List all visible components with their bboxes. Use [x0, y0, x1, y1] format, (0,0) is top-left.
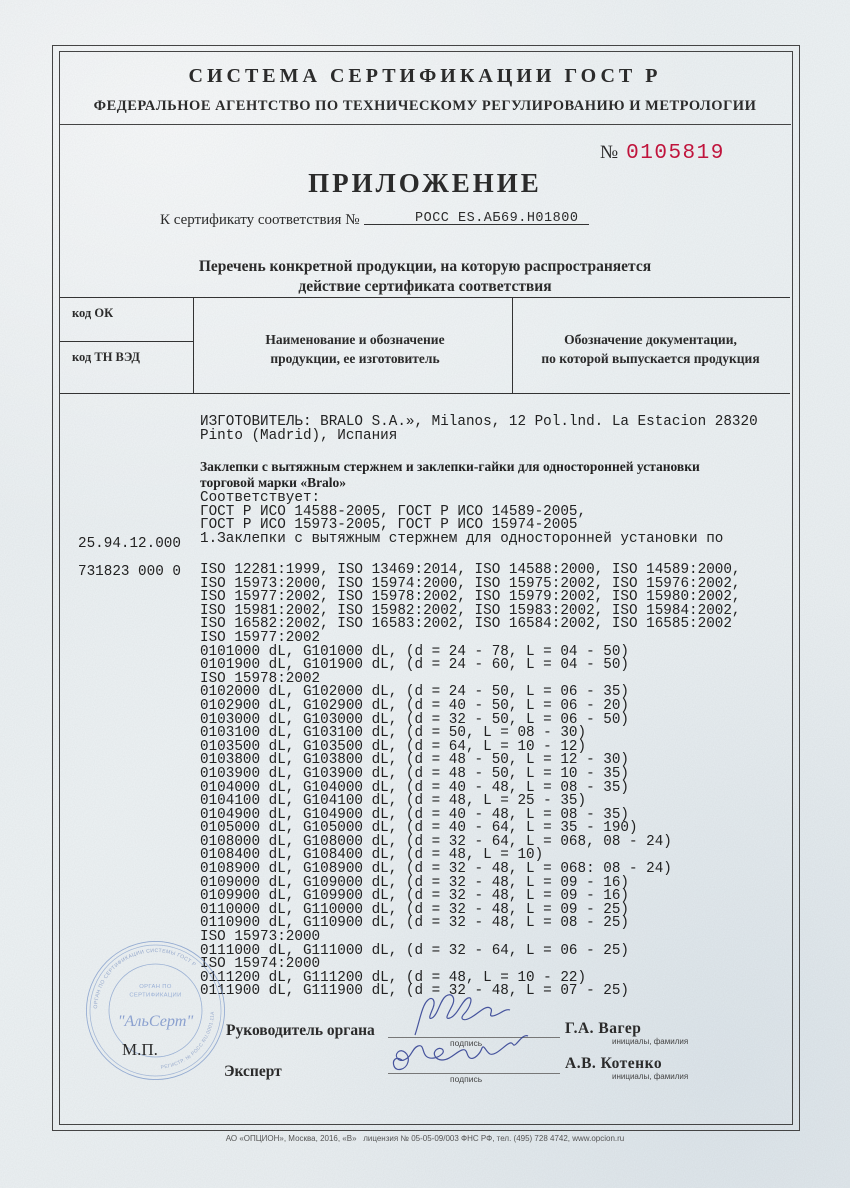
svg-text:ОРГАН ПО СЕРТИФИКАЦИИ СИСТЕМЫ: ОРГАН ПО СЕРТИФИКАЦИИ СИСТЕМЫ ГОСТ Р [93, 948, 197, 1009]
svg-text:ОРГАН ПО: ОРГАН ПО [139, 984, 172, 990]
svg-text:СЕРТИФИКАЦИИ: СЕРТИФИКАЦИИ [129, 992, 181, 998]
svg-text:"АльСерт": "АльСерт" [118, 1012, 194, 1030]
